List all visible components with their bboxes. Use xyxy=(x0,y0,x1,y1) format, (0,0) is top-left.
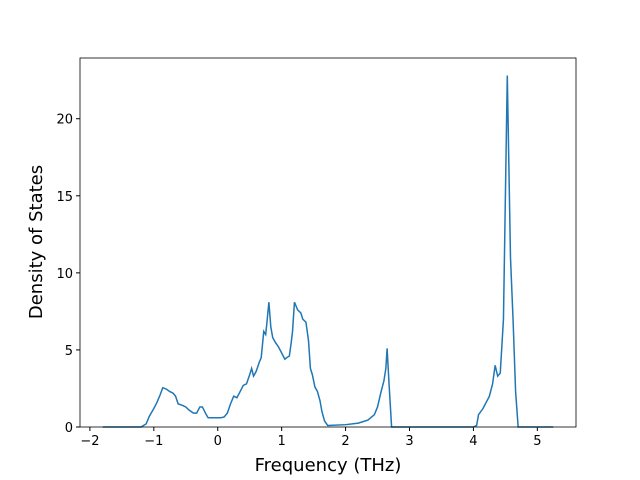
y-tick-label: 20 xyxy=(56,113,73,128)
line xyxy=(102,75,554,428)
y-tick-label: 5 xyxy=(65,344,73,359)
y-axis-label: Density of States xyxy=(26,165,47,319)
y-tick-label: 0 xyxy=(65,421,73,436)
x-tick-label: 0 xyxy=(214,434,222,449)
x-tick-label: 3 xyxy=(405,434,413,449)
x-tick-label: 2 xyxy=(341,434,349,449)
x-tick-label: 5 xyxy=(533,434,541,449)
x-tick-label: 4 xyxy=(469,434,477,449)
plot-frame xyxy=(79,57,577,428)
x-tick-label: −2 xyxy=(80,434,99,449)
x-tick-label: −1 xyxy=(144,434,163,449)
x-axis-label: Frequency (THz) xyxy=(255,455,402,476)
y-tick-label: 10 xyxy=(56,267,73,282)
y-tick-label: 15 xyxy=(56,190,73,205)
x-tick-label: 1 xyxy=(278,434,286,449)
